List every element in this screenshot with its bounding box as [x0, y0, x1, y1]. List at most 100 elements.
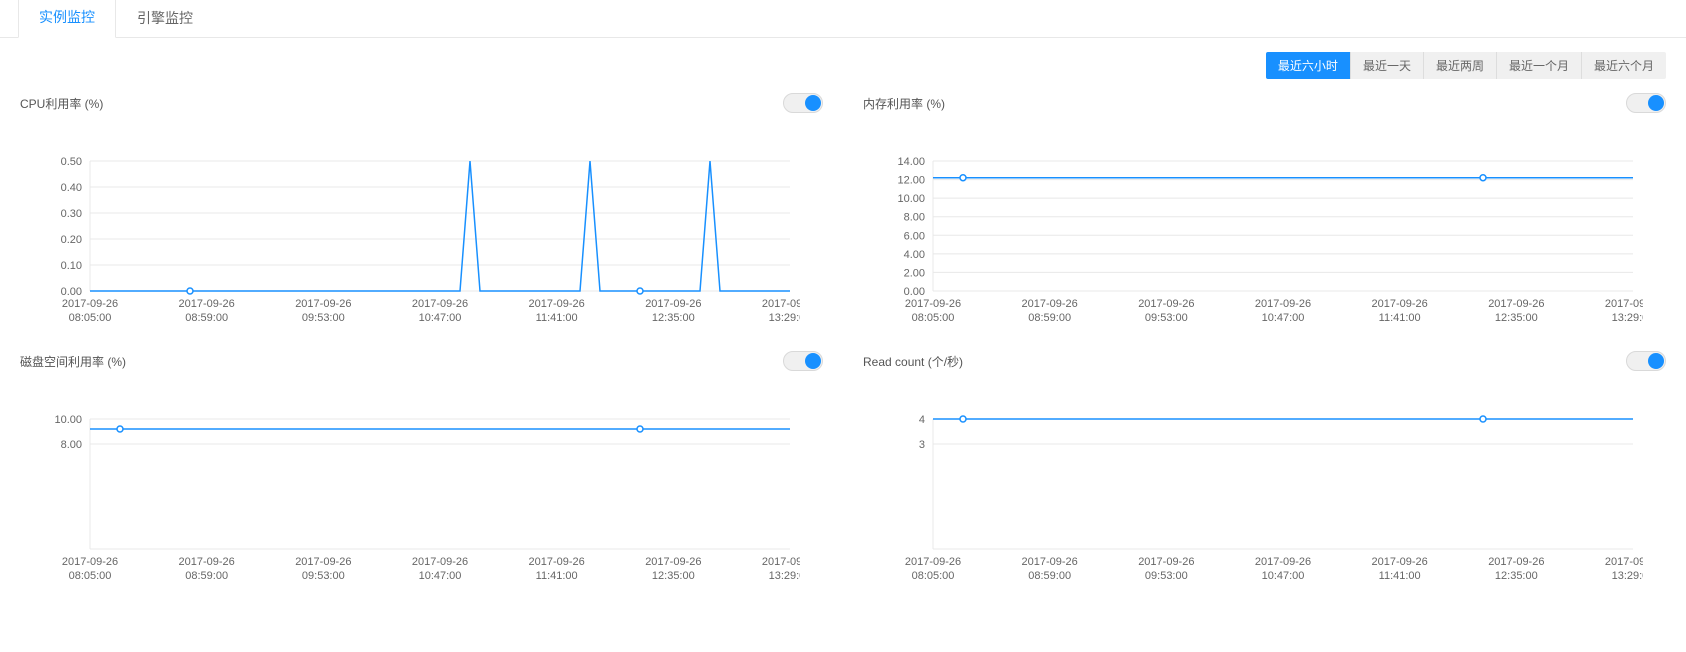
svg-text:12:35:00: 12:35:00	[1495, 312, 1538, 324]
svg-text:2017-09-26: 2017-09-26	[1605, 298, 1643, 310]
svg-text:13:29:00: 13:29:00	[1612, 312, 1643, 324]
svg-text:2017-09-26: 2017-09-26	[529, 556, 585, 568]
svg-text:8.00: 8.00	[904, 212, 925, 224]
svg-text:0.30: 0.30	[61, 208, 82, 220]
svg-text:12:35:00: 12:35:00	[1495, 570, 1538, 582]
panel-title-memory: 内存利用率 (%)	[863, 95, 945, 112]
time-btn-1m[interactable]: 最近一个月	[1497, 52, 1582, 79]
svg-text:11:41:00: 11:41:00	[536, 312, 578, 324]
panel-title-disk: 磁盘空间利用率 (%)	[20, 353, 126, 370]
svg-text:3: 3	[919, 439, 925, 451]
svg-text:14.00: 14.00	[897, 156, 925, 168]
svg-text:0.10: 0.10	[61, 260, 82, 272]
svg-text:2017-09-26: 2017-09-26	[179, 556, 235, 568]
svg-text:0.00: 0.00	[904, 286, 925, 298]
svg-text:08:59:00: 08:59:00	[185, 570, 228, 582]
svg-text:8.00: 8.00	[61, 439, 82, 451]
panel-title-readcount: Read count (个/秒)	[863, 353, 963, 370]
svg-text:10:47:00: 10:47:00	[419, 570, 462, 582]
svg-text:2017-09-26: 2017-09-26	[905, 556, 961, 568]
svg-text:2017-09-26: 2017-09-26	[412, 298, 468, 310]
svg-text:2017-09-26: 2017-09-26	[762, 298, 800, 310]
svg-text:11:41:00: 11:41:00	[536, 570, 578, 582]
svg-text:2017-09-26: 2017-09-26	[1372, 556, 1428, 568]
svg-text:2017-09-26: 2017-09-26	[762, 556, 800, 568]
svg-text:10.00: 10.00	[54, 414, 82, 426]
svg-text:2017-09-26: 2017-09-26	[1022, 556, 1078, 568]
time-range-group: 最近六小时 最近一天 最近两周 最近一个月 最近六个月	[1266, 52, 1666, 79]
tab-instance-monitor[interactable]: 实例监控	[18, 0, 116, 38]
svg-text:6.00: 6.00	[904, 230, 925, 242]
svg-text:0.50: 0.50	[61, 156, 82, 168]
svg-text:2017-09-26: 2017-09-26	[62, 298, 118, 310]
svg-text:2017-09-26: 2017-09-26	[1488, 556, 1544, 568]
svg-text:2.00: 2.00	[904, 267, 925, 279]
svg-text:2017-09-26: 2017-09-26	[179, 298, 235, 310]
chart-grid: CPU利用率 (%) 0.00 0.10 0.20 0.30 0.40 0.50 2017-…	[0, 79, 1686, 609]
svg-text:10:47:00: 10:47:00	[1262, 312, 1305, 324]
svg-text:2017-09-26: 2017-09-26	[412, 556, 468, 568]
panel-cpu: CPU利用率 (%) 0.00 0.10 0.20 0.30 0.40 0.50 2017-…	[20, 93, 823, 331]
svg-text:13:29:00: 13:29:00	[1612, 570, 1643, 582]
svg-text:12.00: 12.00	[897, 175, 925, 187]
time-btn-1d[interactable]: 最近一天	[1351, 52, 1424, 79]
svg-text:08:05:00: 08:05:00	[69, 570, 112, 582]
svg-text:09:53:00: 09:53:00	[1145, 570, 1188, 582]
svg-text:2017-09-26: 2017-09-26	[1022, 298, 1078, 310]
svg-text:2017-09-26: 2017-09-26	[1255, 556, 1311, 568]
chart-readcount: 3 4 2017-09-26 08:05:00 2017-09-26 08:59:00 20…	[863, 379, 1666, 589]
time-btn-6h[interactable]: 最近六小时	[1266, 52, 1351, 79]
svg-text:12:35:00: 12:35:00	[652, 570, 695, 582]
toggle-readcount[interactable]	[1626, 351, 1666, 371]
svg-text:2017-09-26: 2017-09-26	[1255, 298, 1311, 310]
tabs: 实例监控 引擎监控	[0, 0, 1686, 38]
tab-engine-monitor[interactable]: 引擎监控	[116, 0, 214, 38]
toggle-disk[interactable]	[783, 351, 823, 371]
panel-memory: 内存利用率 (%) 0.00 2.00 4.00 6.00 8.00 10.00 12.00…	[863, 93, 1666, 331]
svg-text:2017-09-26: 2017-09-26	[529, 298, 585, 310]
svg-text:0.20: 0.20	[61, 234, 82, 246]
panel-title-cpu: CPU利用率 (%)	[20, 95, 103, 112]
svg-text:10.00: 10.00	[897, 193, 925, 205]
toggle-cpu[interactable]	[783, 93, 823, 113]
chart-cpu: 0.00 0.10 0.20 0.30 0.40 0.50 2017-09-26 08:05:…	[20, 121, 823, 331]
toggle-memory[interactable]	[1626, 93, 1666, 113]
svg-text:10:47:00: 10:47:00	[419, 312, 462, 324]
svg-text:4: 4	[919, 414, 925, 426]
chart-memory: 0.00 2.00 4.00 6.00 8.00 10.00 12.00 14.00 2017-…	[863, 121, 1666, 331]
svg-text:08:05:00: 08:05:00	[69, 312, 112, 324]
svg-text:2017-09-26: 2017-09-26	[1138, 298, 1194, 310]
svg-text:10:47:00: 10:47:00	[1262, 570, 1305, 582]
time-btn-6m[interactable]: 最近六个月	[1582, 52, 1666, 79]
svg-text:09:53:00: 09:53:00	[302, 570, 345, 582]
svg-text:2017-09-26: 2017-09-26	[905, 298, 961, 310]
svg-text:2017-09-26: 2017-09-26	[1488, 298, 1544, 310]
svg-text:13:29:00: 13:29:00	[769, 570, 800, 582]
svg-text:2017-09-26: 2017-09-26	[645, 298, 701, 310]
svg-text:09:53:00: 09:53:00	[302, 312, 345, 324]
svg-text:08:59:00: 08:59:00	[1028, 312, 1071, 324]
panel-disk: 磁盘空间利用率 (%) 8.00 10.00 2017-09-26 08:05:00 2…	[20, 351, 823, 589]
svg-text:2017-09-26: 2017-09-26	[295, 298, 351, 310]
panel-readcount: Read count (个/秒) 3 4 2017-09-26 08:05:00 201…	[863, 351, 1666, 589]
svg-text:11:41:00: 11:41:00	[1379, 570, 1421, 582]
svg-text:09:53:00: 09:53:00	[1145, 312, 1188, 324]
svg-text:08:05:00: 08:05:00	[912, 570, 955, 582]
svg-text:2017-09-26: 2017-09-26	[645, 556, 701, 568]
time-btn-2w[interactable]: 最近两周	[1424, 52, 1497, 79]
svg-text:2017-09-26: 2017-09-26	[62, 556, 118, 568]
svg-text:2017-09-26: 2017-09-26	[1138, 556, 1194, 568]
svg-text:2017-09-26: 2017-09-26	[1372, 298, 1428, 310]
svg-text:11:41:00: 11:41:00	[1379, 312, 1421, 324]
time-range-row: 最近六小时 最近一天 最近两周 最近一个月 最近六个月	[0, 38, 1686, 79]
svg-text:08:59:00: 08:59:00	[1028, 570, 1071, 582]
svg-text:13:29:00: 13:29:00	[769, 312, 800, 324]
svg-text:0.40: 0.40	[61, 182, 82, 194]
svg-text:4.00: 4.00	[904, 249, 925, 261]
svg-text:08:05:00: 08:05:00	[912, 312, 955, 324]
chart-disk: 8.00 10.00 2017-09-26 08:05:00 2017-09-26 08:…	[20, 379, 823, 589]
svg-text:08:59:00: 08:59:00	[185, 312, 228, 324]
svg-text:0.00: 0.00	[61, 286, 82, 298]
svg-text:2017-09-26: 2017-09-26	[295, 556, 351, 568]
svg-text:12:35:00: 12:35:00	[652, 312, 695, 324]
